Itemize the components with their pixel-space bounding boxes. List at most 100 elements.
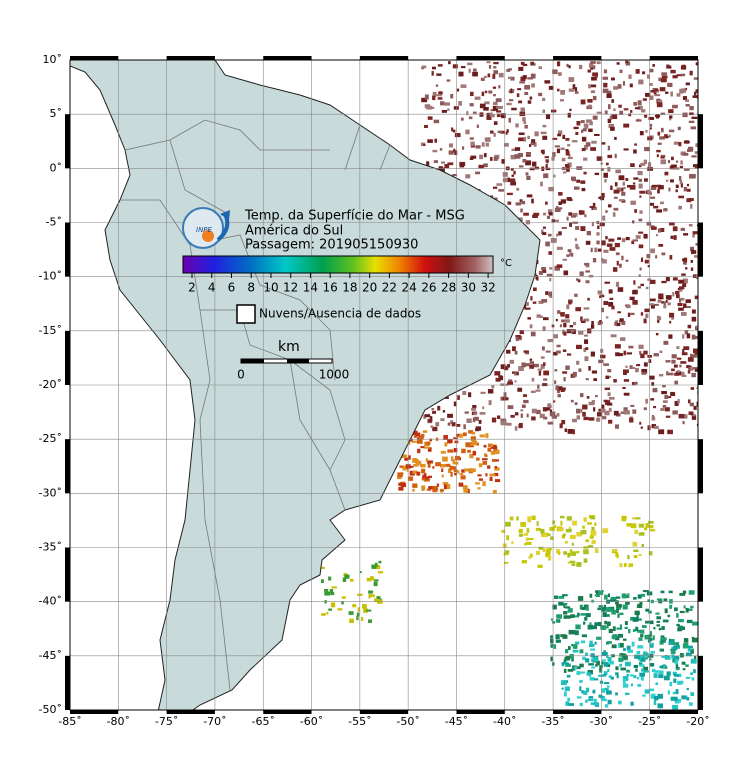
sst-pixel bbox=[604, 704, 609, 708]
sst-pixel bbox=[456, 88, 460, 92]
sst-pixel bbox=[605, 690, 612, 695]
sst-pixel bbox=[600, 354, 606, 359]
sst-pixel bbox=[679, 289, 683, 292]
sst-pixel bbox=[658, 185, 664, 190]
sst-pixel bbox=[454, 133, 461, 138]
sst-pixel bbox=[516, 93, 520, 98]
sst-pixel bbox=[603, 671, 608, 675]
sst-pixel bbox=[542, 326, 546, 331]
sst-pixel bbox=[464, 411, 469, 414]
sst-pixel bbox=[642, 71, 646, 75]
sst-pixel bbox=[341, 600, 344, 605]
sst-pixel bbox=[663, 400, 668, 403]
sst-pixel bbox=[638, 231, 644, 234]
sst-pixel bbox=[590, 90, 596, 94]
sst-pixel bbox=[522, 158, 527, 163]
sst-pixel bbox=[679, 364, 682, 368]
sst-pixel bbox=[670, 649, 676, 654]
sst-pixel bbox=[636, 676, 640, 680]
sst-pixel bbox=[448, 150, 454, 155]
sst-pixel bbox=[623, 350, 627, 356]
sst-pixel bbox=[592, 202, 596, 208]
sst-pixel bbox=[587, 669, 593, 675]
sst-pixel bbox=[415, 432, 421, 437]
sst-pixel bbox=[670, 69, 676, 74]
sst-pixel bbox=[588, 366, 591, 371]
sst-pixel bbox=[587, 297, 590, 301]
sst-pixel bbox=[599, 665, 603, 668]
sst-pixel bbox=[640, 162, 646, 166]
sst-pixel bbox=[615, 672, 619, 676]
sst-pixel bbox=[487, 389, 494, 394]
sst-pixel bbox=[652, 635, 655, 641]
sst-pixel bbox=[695, 243, 698, 246]
sst-pixel bbox=[660, 112, 665, 115]
lon-tick-label: -60˚ bbox=[300, 715, 323, 728]
sst-pixel bbox=[341, 596, 346, 599]
sst-pixel bbox=[542, 383, 548, 387]
colorbar-tick-label: 28 bbox=[441, 281, 456, 295]
sst-pixel bbox=[595, 663, 598, 667]
sst-pixel bbox=[533, 287, 537, 292]
sst-pixel bbox=[623, 379, 630, 382]
sst-pixel bbox=[556, 233, 559, 237]
sst-pixel bbox=[437, 64, 443, 67]
sst-pixel bbox=[638, 178, 643, 182]
sst-pixel bbox=[560, 680, 567, 686]
sst-pixel bbox=[506, 422, 512, 426]
sst-pixel bbox=[576, 121, 581, 126]
sst-pixel bbox=[614, 344, 621, 349]
sst-pixel bbox=[444, 484, 451, 490]
sst-pixel bbox=[377, 571, 384, 574]
sst-pixel bbox=[591, 140, 597, 144]
sst-pixel bbox=[690, 203, 693, 209]
sst-pixel bbox=[585, 240, 591, 245]
sst-pixel bbox=[582, 525, 585, 529]
sst-pixel bbox=[668, 109, 674, 114]
sst-pixel bbox=[516, 187, 520, 191]
sst-pixel bbox=[655, 255, 658, 259]
sst-pixel bbox=[656, 620, 661, 623]
sst-pixel bbox=[526, 152, 531, 156]
sst-pixel bbox=[691, 116, 698, 120]
sst-pixel bbox=[661, 72, 668, 76]
sst-pixel bbox=[676, 667, 680, 671]
sst-pixel bbox=[592, 72, 599, 77]
sst-pixel bbox=[659, 648, 664, 652]
sst-pixel bbox=[591, 540, 596, 544]
sst-pixel bbox=[683, 605, 686, 609]
sst-pixel bbox=[570, 551, 576, 556]
sst-pixel bbox=[669, 681, 673, 687]
sst-pixel bbox=[543, 416, 548, 420]
sst-pixel bbox=[687, 324, 692, 329]
sst-pixel bbox=[441, 468, 444, 473]
sst-pixel bbox=[569, 534, 576, 540]
sst-pixel bbox=[463, 468, 470, 472]
sst-pixel bbox=[685, 99, 689, 102]
sst-pixel bbox=[667, 429, 673, 435]
sst-pixel bbox=[509, 359, 515, 364]
sst-pixel bbox=[678, 619, 684, 623]
sst-pixel bbox=[566, 516, 572, 521]
sst-pixel bbox=[601, 688, 606, 693]
sst-pixel bbox=[648, 375, 655, 380]
sst-pixel bbox=[560, 147, 565, 150]
sst-pixel bbox=[640, 353, 645, 359]
sst-pixel bbox=[618, 199, 625, 202]
sst-pixel bbox=[676, 93, 681, 97]
sst-pixel bbox=[692, 335, 698, 339]
sst-pixel bbox=[680, 311, 687, 316]
sst-pixel bbox=[352, 604, 357, 608]
sst-pixel bbox=[605, 316, 609, 319]
sst-pixel bbox=[437, 405, 441, 411]
sst-pixel bbox=[672, 75, 678, 79]
sst-pixel bbox=[643, 362, 648, 367]
sst-pixel bbox=[567, 697, 571, 702]
sst-pixel bbox=[688, 702, 693, 706]
sst-pixel bbox=[554, 380, 557, 384]
sst-pixel bbox=[571, 563, 576, 566]
sst-pixel bbox=[626, 352, 633, 355]
sst-pixel bbox=[530, 73, 536, 79]
sst-pixel bbox=[657, 99, 663, 105]
sst-pixel bbox=[466, 418, 472, 423]
